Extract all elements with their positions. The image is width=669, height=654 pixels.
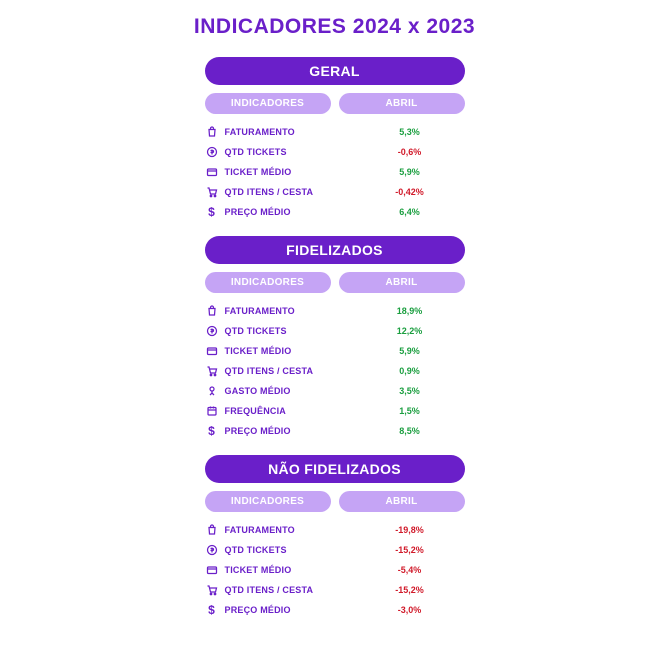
column-header-abril: ABRIL xyxy=(339,272,465,293)
table-row: QTD ITENS / CESTA -15,2% xyxy=(205,580,465,600)
table-row: QTD TICKETS 12,2% xyxy=(205,321,465,341)
row-value: -19,8% xyxy=(355,525,465,535)
cart-icon xyxy=(205,364,219,378)
bag-icon xyxy=(205,523,219,537)
row-value: 1,5% xyxy=(355,406,465,416)
row-label: PREÇO MÉDIO xyxy=(225,207,349,217)
table-row: GASTO MÉDIO 3,5% xyxy=(205,381,465,401)
row-value: 5,9% xyxy=(355,167,465,177)
row-label: FATURAMENTO xyxy=(225,306,349,316)
column-headers: INDICADORES ABRIL xyxy=(205,272,465,293)
row-value: 5,3% xyxy=(355,127,465,137)
row-label: PREÇO MÉDIO xyxy=(225,426,349,436)
cart-icon xyxy=(205,185,219,199)
row-label: FREQUÊNCIA xyxy=(225,406,349,416)
coin-icon xyxy=(205,145,219,159)
row-label: TICKET MÉDIO xyxy=(225,346,349,356)
row-value: 18,9% xyxy=(355,306,465,316)
section: GERAL INDICADORES ABRIL FATURAMENTO 5,3% QTD … xyxy=(205,57,465,222)
row-value: 8,5% xyxy=(355,426,465,436)
section-header: FIDELIZADOS xyxy=(205,236,465,264)
row-label: QTD ITENS / CESTA xyxy=(225,585,349,595)
table-row: QTD TICKETS -15,2% xyxy=(205,540,465,560)
table-row: QTD ITENS / CESTA -0,42% xyxy=(205,182,465,202)
column-header-indicadores: INDICADORES xyxy=(205,491,331,512)
row-label: GASTO MÉDIO xyxy=(225,386,349,396)
row-label: QTD ITENS / CESTA xyxy=(225,366,349,376)
column-header-indicadores: INDICADORES xyxy=(205,93,331,114)
table-row: FATURAMENTO 18,9% xyxy=(205,301,465,321)
section: NÃO FIDELIZADOS INDICADORES ABRIL FATURAMEN… xyxy=(205,455,465,620)
row-label: QTD TICKETS xyxy=(225,326,349,336)
table-row: $ PREÇO MÉDIO 8,5% xyxy=(205,421,465,441)
row-value: -5,4% xyxy=(355,565,465,575)
table-row: FATURAMENTO -19,8% xyxy=(205,520,465,540)
section-header: NÃO FIDELIZADOS xyxy=(205,455,465,483)
bag-icon xyxy=(205,304,219,318)
table-row: TICKET MÉDIO -5,4% xyxy=(205,560,465,580)
table-row: TICKET MÉDIO 5,9% xyxy=(205,341,465,361)
wallet-icon xyxy=(205,344,219,358)
table-row: FREQUÊNCIA 1,5% xyxy=(205,401,465,421)
row-value: -3,0% xyxy=(355,605,465,615)
section: FIDELIZADOS INDICADORES ABRIL FATURAMENTO 18… xyxy=(205,236,465,441)
row-label: QTD TICKETS xyxy=(225,545,349,555)
row-value: -15,2% xyxy=(355,545,465,555)
row-value: 0,9% xyxy=(355,366,465,376)
dollar-icon: $ xyxy=(205,205,219,219)
bag-icon xyxy=(205,125,219,139)
column-header-abril: ABRIL xyxy=(339,93,465,114)
row-value: -0,42% xyxy=(355,187,465,197)
cart-icon xyxy=(205,583,219,597)
table-row: FATURAMENTO 5,3% xyxy=(205,122,465,142)
row-value: 12,2% xyxy=(355,326,465,336)
table-row: QTD TICKETS -0,6% xyxy=(205,142,465,162)
column-header-abril: ABRIL xyxy=(339,491,465,512)
table-row: QTD ITENS / CESTA 0,9% xyxy=(205,361,465,381)
wallet-icon xyxy=(205,563,219,577)
row-label: FATURAMENTO xyxy=(225,127,349,137)
row-label: PREÇO MÉDIO xyxy=(225,605,349,615)
section-header: GERAL xyxy=(205,57,465,85)
row-label: TICKET MÉDIO xyxy=(225,565,349,575)
table-row: $ PREÇO MÉDIO -3,0% xyxy=(205,600,465,620)
coin-icon xyxy=(205,543,219,557)
row-value: -0,6% xyxy=(355,147,465,157)
column-header-indicadores: INDICADORES xyxy=(205,272,331,293)
dollar-icon: $ xyxy=(205,424,219,438)
coin-icon xyxy=(205,324,219,338)
dollar-icon: $ xyxy=(205,603,219,617)
row-value: 5,9% xyxy=(355,346,465,356)
row-value: 3,5% xyxy=(355,386,465,396)
row-label: QTD ITENS / CESTA xyxy=(225,187,349,197)
row-label: FATURAMENTO xyxy=(225,525,349,535)
row-value: 6,4% xyxy=(355,207,465,217)
table-row: $ PREÇO MÉDIO 6,4% xyxy=(205,202,465,222)
column-headers: INDICADORES ABRIL xyxy=(205,491,465,512)
row-label: TICKET MÉDIO xyxy=(225,167,349,177)
page-title: INDICADORES 2024 x 2023 xyxy=(194,15,475,39)
row-label: QTD TICKETS xyxy=(225,147,349,157)
table-row: TICKET MÉDIO 5,9% xyxy=(205,162,465,182)
column-headers: INDICADORES ABRIL xyxy=(205,93,465,114)
calendar-icon xyxy=(205,404,219,418)
receipt-icon xyxy=(205,384,219,398)
row-value: -15,2% xyxy=(355,585,465,595)
wallet-icon xyxy=(205,165,219,179)
